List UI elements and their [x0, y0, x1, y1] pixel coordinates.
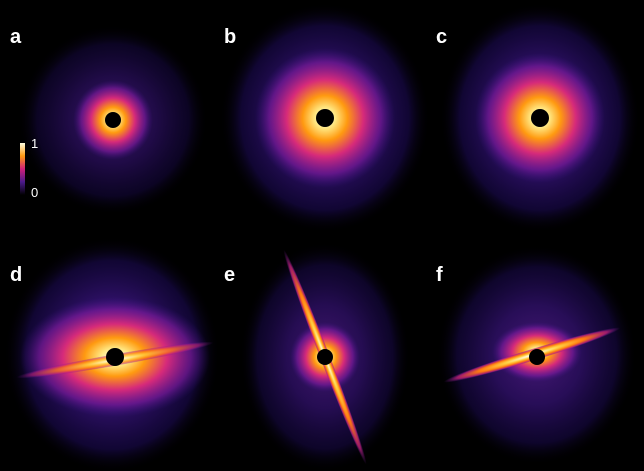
panel-label: e: [224, 264, 235, 286]
panel-label: a: [10, 26, 22, 48]
beam-stop: [105, 112, 121, 128]
panel-e: [240, 242, 410, 471]
beam-stop: [531, 109, 549, 127]
beam-stop: [106, 348, 124, 366]
panel-label: b: [224, 26, 236, 48]
panel-a: [18, 25, 208, 215]
panel-d: [4, 237, 220, 471]
panel-b: [220, 3, 430, 233]
beam-stop: [529, 349, 545, 365]
beam-stop: [317, 349, 333, 365]
panel-label: f: [436, 264, 443, 286]
colorbar-max: 1: [31, 136, 38, 151]
panel-f: [437, 245, 637, 465]
colorbar: [20, 143, 25, 195]
figure: 1 0 a b c d e f: [0, 0, 644, 471]
colorbar-min: 0: [31, 185, 38, 200]
panel-label: d: [10, 264, 22, 286]
panel-label: c: [436, 26, 447, 48]
beam-stop: [316, 109, 334, 127]
panel-c: [440, 3, 640, 233]
